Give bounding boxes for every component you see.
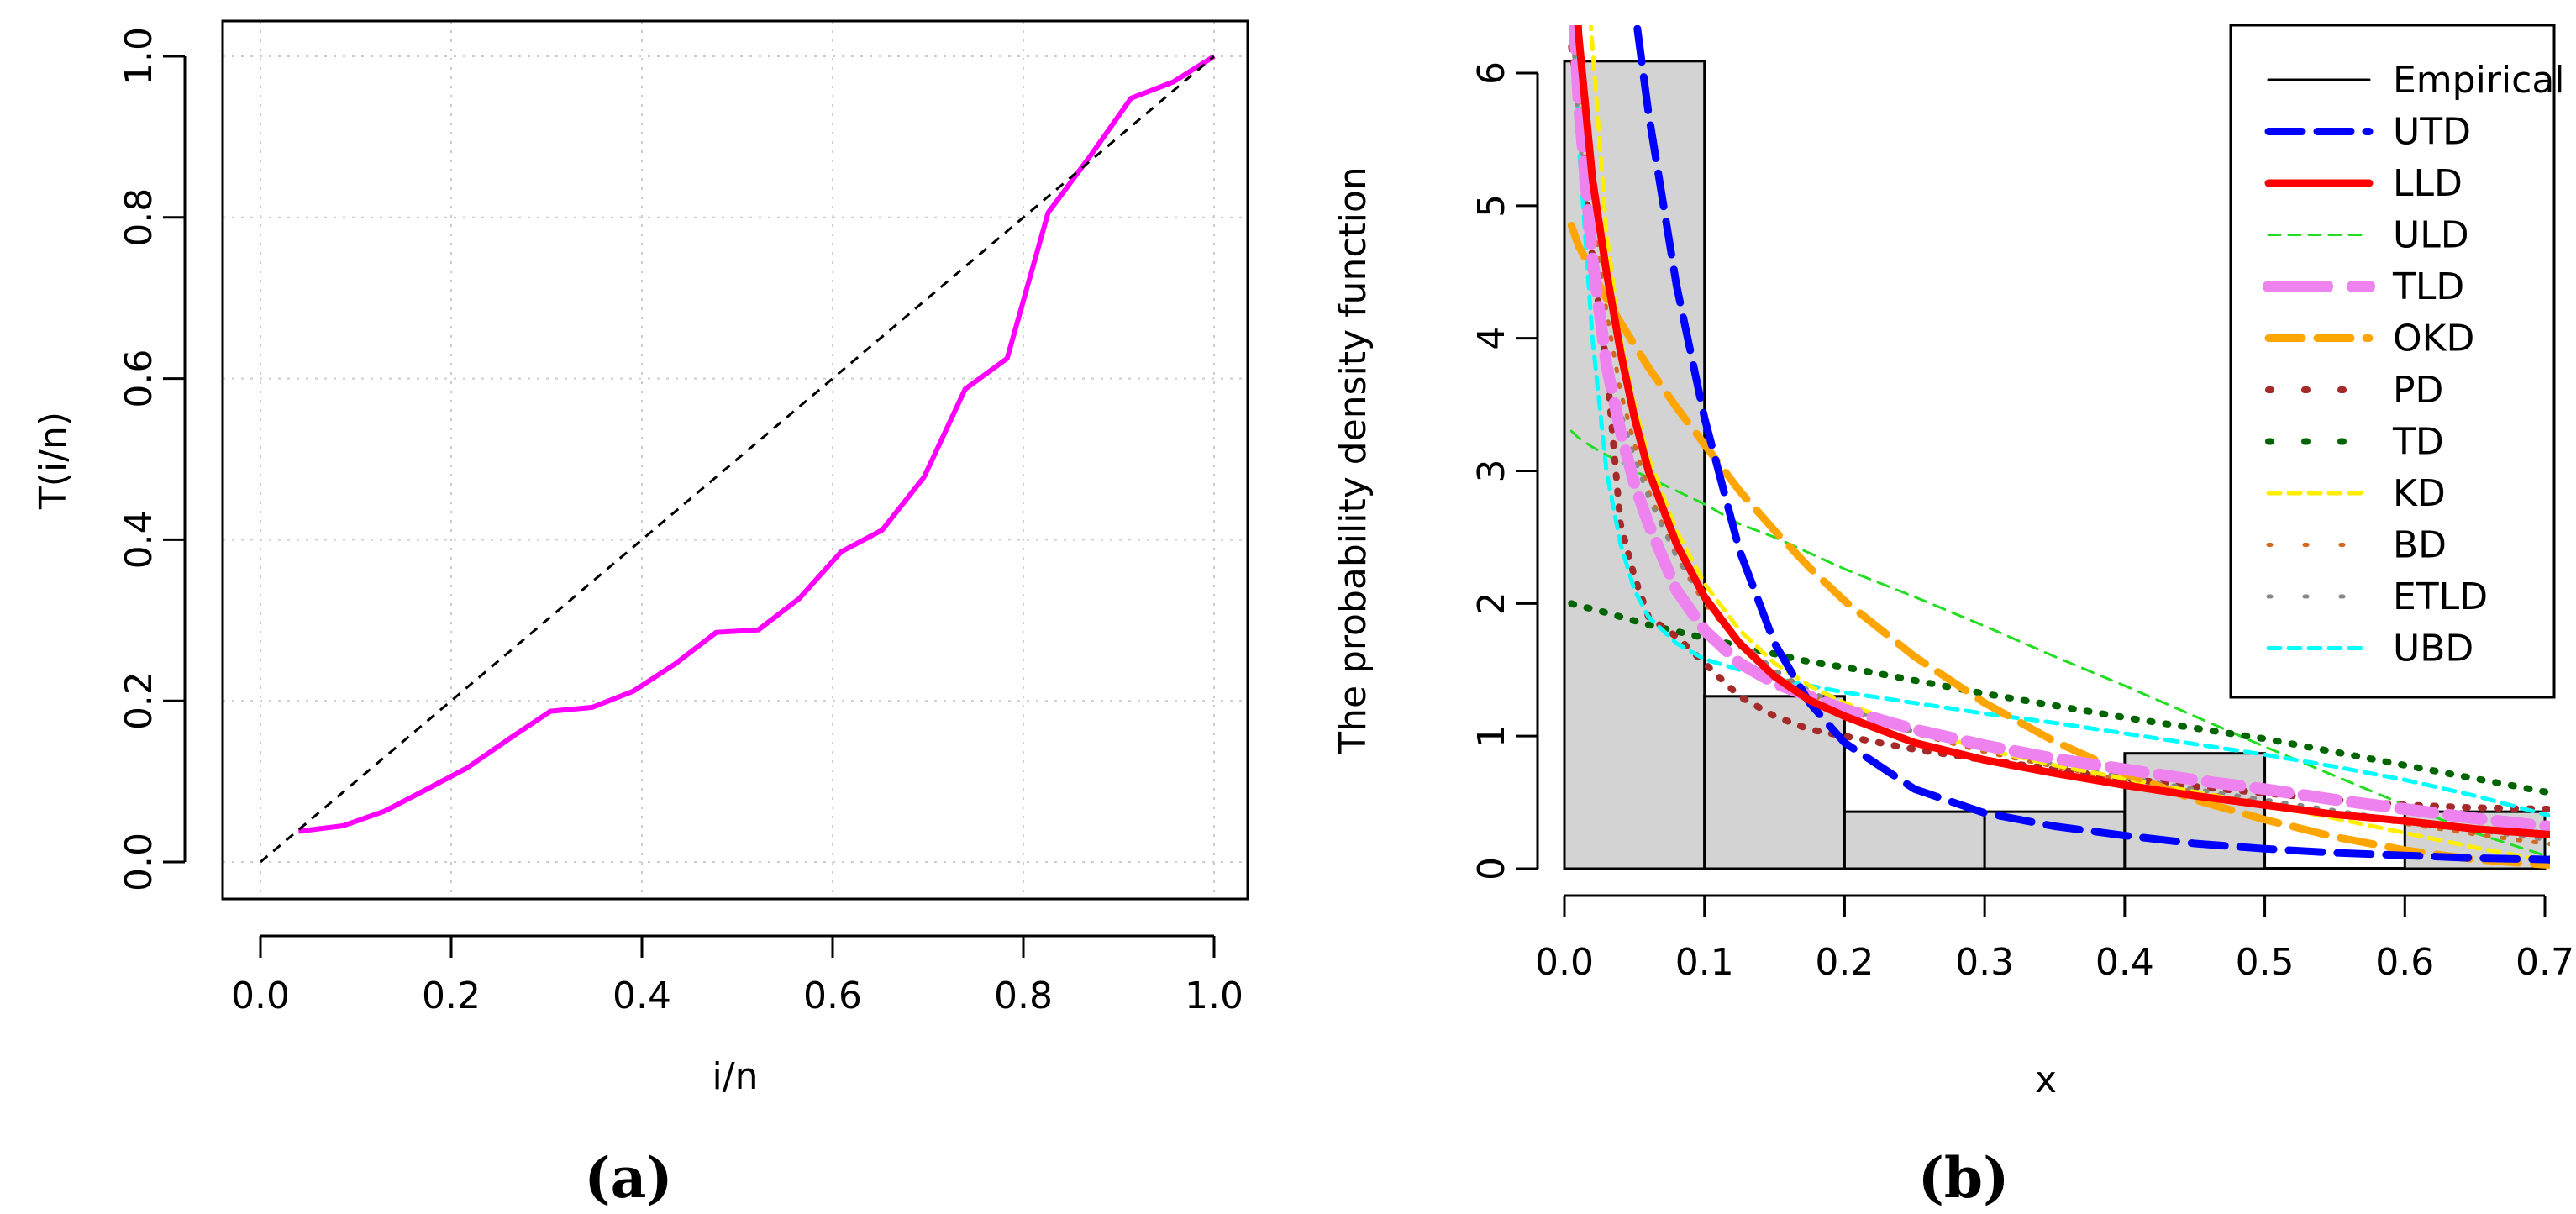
b-x-tick-label: 0.1 — [1675, 941, 1734, 984]
b-y-tick-label: 4 — [1470, 327, 1513, 350]
b-histogram-bar — [2263, 867, 2406, 870]
b-x-tick-label: 0.5 — [2236, 941, 2295, 984]
panel-a-ttt-plot: 0.0 0.2 0.4 0.6 0.8 1.0 0.0 0.2 0.4 0.6 0.8 1.0 i/… — [32, 19, 1249, 1211]
b-curve-uld — [1569, 429, 2550, 859]
b-x-tick-label: 0.6 — [2375, 941, 2434, 984]
b-legend: Empirical UTD LLD ULD TLD OKD PD TD KD BD ETLD UBD — [2229, 24, 2565, 699]
b-panel-label: (b) — [1918, 1145, 2010, 1211]
b-histogram-bar — [1843, 810, 1986, 870]
b-density-curves — [1567, 25, 2550, 870]
b-y-tick-label: 5 — [1470, 194, 1513, 218]
b-y-tick-label: 0 — [1470, 857, 1513, 880]
a-x-tick-label: 0.2 — [422, 975, 481, 1017]
b-legend-label: KD — [2393, 472, 2446, 515]
a-plot-frame — [221, 19, 1249, 901]
b-curve-lld — [1574, 25, 2550, 839]
b-legend-label: LLD — [2393, 162, 2463, 205]
a-x-tick-label: 0.8 — [994, 975, 1053, 1017]
b-y-axis: 0 1 2 3 4 5 6 — [1470, 61, 1539, 880]
b-legend-box — [2229, 24, 2556, 699]
b-legend-label: ULD — [2393, 214, 2469, 257]
a-x-tick-label: 0.6 — [803, 975, 862, 1017]
b-x-axis-label: x — [2035, 1059, 2057, 1101]
b-x-tick-label: 0.2 — [1815, 941, 1874, 984]
a-y-tick-label: 1.0 — [118, 27, 160, 86]
b-legend-label: PD — [2393, 369, 2443, 412]
a-y-tick-label: 0.6 — [118, 349, 160, 408]
b-x-tick-label: 0.4 — [2095, 941, 2154, 984]
a-y-tick-label: 0.2 — [118, 671, 160, 730]
b-y-tick-label: 3 — [1470, 460, 1513, 483]
b-legend-label: UBD — [2393, 628, 2473, 670]
a-y-tick-label: 0.4 — [118, 510, 160, 569]
b-legend-label: ETLD — [2393, 575, 2488, 618]
b-legend-label: BD — [2393, 524, 2447, 567]
b-y-tick-label: 1 — [1470, 724, 1513, 748]
a-x-tick-label: 1.0 — [1185, 975, 1243, 1017]
a-gridlines — [223, 21, 1248, 899]
b-y-tick-label: 2 — [1470, 591, 1513, 615]
b-x-tick-label: 0.7 — [2516, 941, 2574, 984]
a-panel-label: (a) — [584, 1145, 672, 1211]
b-curve-td — [1568, 600, 2550, 796]
a-x-axis-label: i/n — [712, 1055, 759, 1098]
b-legend-label: UTD — [2393, 111, 2471, 154]
b-y-axis-label: The probability density function — [1332, 166, 1375, 755]
panel-b-density-plot: 0.0 0.1 0.2 0.3 0.4 0.5 0.6 0.7 0 1 2 3 4 5 6 x The p… — [1332, 24, 2574, 1211]
a-x-axis: 0.0 0.2 0.4 0.6 0.8 1.0 — [231, 934, 1243, 1017]
a-y-axis-label: T(i/n) — [32, 412, 75, 510]
b-curve-ubd — [1572, 25, 2550, 818]
a-series-diagonal — [260, 55, 1215, 864]
b-x-tick-label: 0.0 — [1535, 941, 1594, 984]
a-series-layer — [260, 54, 1216, 864]
b-legend-label: Empirical — [2393, 59, 2565, 102]
b-y-tick-label: 6 — [1470, 61, 1513, 85]
a-x-tick-label: 0.0 — [231, 975, 290, 1017]
b-legend-label: TLD — [2392, 265, 2464, 308]
a-y-tick-label: 0.0 — [118, 833, 160, 891]
b-x-tick-label: 0.3 — [1955, 941, 2014, 984]
a-y-tick-label: 0.8 — [118, 188, 160, 247]
a-y-axis: 0.0 0.2 0.4 0.6 0.8 1.0 — [118, 27, 187, 891]
b-legend-label: OKD — [2393, 318, 2474, 360]
a-series-ttt — [298, 54, 1216, 834]
b-x-axis: 0.0 0.1 0.2 0.3 0.4 0.5 0.6 0.7 — [1535, 894, 2574, 984]
b-curve-tld — [1568, 25, 2550, 833]
b-curve-utd — [1632, 25, 2550, 864]
b-legend-label: TD — [2392, 421, 2444, 464]
a-x-tick-label: 0.4 — [612, 975, 671, 1017]
b-histogram-bar — [1703, 695, 1846, 870]
